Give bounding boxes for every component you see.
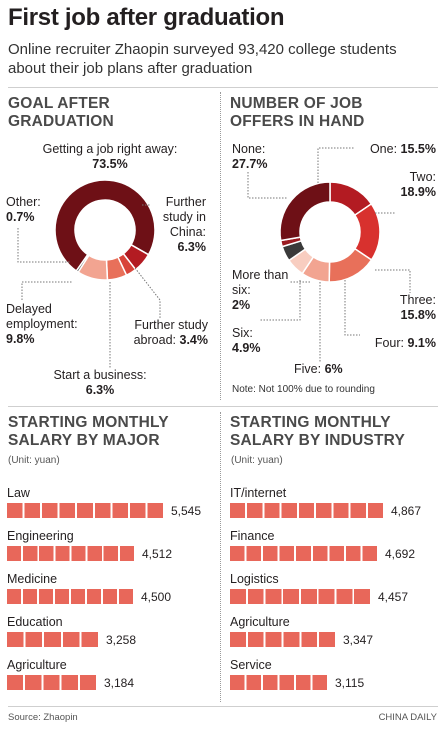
industry-bar	[230, 675, 329, 690]
major-value-label: 3,184	[104, 676, 135, 690]
offers-label-two: Two: 18.9%	[400, 170, 436, 199]
goal-label-delayed: Delayed employment: 9.8%	[6, 302, 78, 346]
industry-bar	[230, 546, 379, 561]
source-text: Source: Zhaopin	[8, 712, 78, 723]
major-category-label: Engineering	[7, 529, 74, 543]
industry-category-label: IT/internet	[230, 486, 287, 500]
industry-category-label: Logistics	[230, 572, 279, 586]
pie-column-divider	[220, 92, 221, 400]
goal-chart-title: GOAL AFTER GRADUATION	[8, 95, 114, 130]
offers-chart-title: NUMBER OF JOB OFFERS IN HAND	[230, 95, 365, 130]
industry-category-label: Agriculture	[230, 615, 290, 629]
industry-bar	[230, 503, 385, 518]
offers-leader-three	[375, 269, 411, 293]
major-value-label: 4,512	[142, 547, 173, 561]
industry-category-label: Service	[230, 658, 272, 672]
offers-label-three: Three: 15.8%	[399, 293, 436, 322]
goal-leader-none	[247, 172, 288, 199]
goal-label-job: Getting a job right away: 73.5%	[42, 142, 178, 171]
industry-value-label: 4,867	[391, 504, 422, 518]
credit-text: CHINA DAILY	[378, 712, 437, 723]
major-value-label: 4,500	[141, 590, 172, 604]
goal-leader-study-abroad	[134, 267, 161, 318]
major-category-label: Agriculture	[7, 658, 67, 672]
goal-label-business: Start a business: 6.3%	[53, 368, 147, 397]
industry-chart-title: STARTING MONTHLY SALARY BY INDUSTRY	[230, 414, 405, 449]
offers-label-four: Four: 9.1%	[374, 336, 436, 350]
goal-slice-0	[54, 179, 156, 273]
major-bar	[7, 675, 98, 690]
goal-label-study-abroad: Further study abroad: 3.4%	[133, 318, 208, 347]
offers-label-five: Five: 6%	[294, 362, 343, 376]
industry-category-label: Finance	[230, 529, 275, 543]
major-chart-title: STARTING MONTHLY SALARY BY MAJOR	[8, 414, 169, 449]
major-category-label: Medicine	[7, 572, 58, 586]
offers-slice-7	[279, 181, 331, 242]
industry-value-label: 3,347	[343, 633, 374, 647]
major-value-label: 3,258	[106, 633, 137, 647]
header-divider	[8, 87, 438, 88]
industry-value-label: 3,115	[335, 676, 365, 690]
goal-label-other: Other: 0.7%	[6, 195, 41, 224]
page-subtitle: Online recruiter Zhaopin surveyed 93,420…	[8, 41, 397, 77]
footer-divider	[8, 706, 438, 707]
industry-value-label: 4,692	[385, 547, 416, 561]
bar-column-divider	[220, 412, 221, 702]
major-category-label: Education	[7, 615, 63, 629]
industry-value-label: 4,457	[378, 590, 409, 604]
offers-label-one: One: 15.5%	[369, 142, 436, 156]
page-title: First job after graduation	[8, 4, 285, 31]
offers-note: Note: Not 100% due to rounding	[232, 384, 375, 395]
goal-slice-5	[75, 253, 90, 274]
mid-divider	[8, 406, 438, 407]
major-bar	[7, 632, 100, 647]
goal-label-study-china: Further study in China: 6.3%	[162, 195, 206, 254]
offers-label-more-than-six: More than six: 2%	[232, 268, 289, 312]
major-value-label: 5,545	[171, 504, 202, 518]
offers-leader-six	[260, 280, 301, 321]
major-bar	[7, 546, 136, 561]
major-bar	[7, 503, 165, 518]
offers-label-six: Six: 4.9%	[232, 326, 261, 355]
goal-leader-delayed	[21, 281, 72, 300]
major-category-label: Law	[7, 486, 30, 500]
offers-label-none: None: 27.7%	[232, 142, 268, 171]
industry-bar	[230, 632, 337, 647]
goal-leader-other	[17, 228, 70, 263]
industry-unit: (Unit: yuan)	[231, 455, 283, 466]
offers-leader-four	[344, 280, 360, 336]
major-unit: (Unit: yuan)	[8, 455, 60, 466]
industry-bar	[230, 589, 372, 604]
major-bar	[7, 589, 135, 604]
